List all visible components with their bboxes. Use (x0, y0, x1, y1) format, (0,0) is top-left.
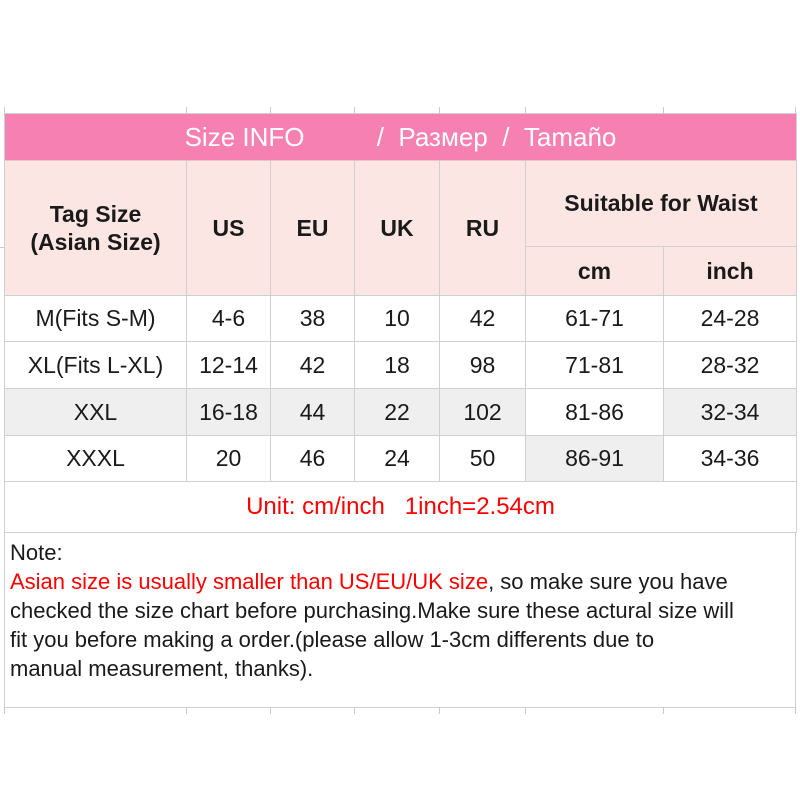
header-cm: cm (525, 246, 664, 296)
cell-tag: XXL (4, 388, 187, 436)
note-line-2: checked the size chart before purchasing… (10, 598, 734, 623)
note-label: Note: (10, 540, 63, 565)
gridline-stub (354, 107, 355, 113)
gridline-stub (663, 708, 664, 714)
cell-cm: 81-86 (525, 388, 664, 436)
gridline-stub (186, 107, 187, 113)
cell-eu: 46 (270, 435, 355, 482)
note-red-text: Asian size is usually smaller than US/EU… (10, 569, 489, 594)
cell-ru: 102 (439, 388, 526, 436)
gridline-stub (4, 708, 5, 714)
gridline-stub (795, 107, 796, 113)
unit-note: Unit: cm/inch 1inch=2.54cm (4, 481, 797, 533)
cell-eu: 38 (270, 295, 355, 342)
top-gridline-stubs (4, 107, 796, 113)
header-tag-size: Tag Size (Asian Size) (4, 160, 187, 296)
cell-inch: 28-32 (663, 341, 797, 389)
cell-uk: 22 (354, 388, 440, 436)
header-row-top: Tag Size (Asian Size) US EU UK RU Suitab… (4, 160, 797, 296)
cell-cm: 61-71 (525, 295, 664, 342)
title-band: Size INFO / Размер / Tamaño (4, 113, 797, 161)
gridline-stub (186, 708, 187, 714)
gridline-stub (663, 107, 664, 113)
note-black-text: , so make sure you have (488, 569, 728, 594)
gridline-stub (354, 708, 355, 714)
header-inch: inch (663, 246, 797, 296)
cell-tag: XL(Fits L-XL) (4, 341, 187, 389)
table-row-xxl: XXL 16-18 44 22 102 81-86 32-34 (4, 388, 797, 436)
cell-cm: 86-91 (525, 435, 664, 482)
cell-eu: 44 (270, 388, 355, 436)
header-tag-size-line1: Tag Size (49, 201, 142, 227)
header-tag-size-line2: (Asian Size) (30, 229, 161, 255)
unit-row: Unit: cm/inch 1inch=2.54cm (4, 481, 797, 533)
cell-eu: 42 (270, 341, 355, 389)
cell-uk: 18 (354, 341, 440, 389)
bottom-gridline-stubs (4, 708, 796, 714)
cell-ru: 42 (439, 295, 526, 342)
note-line-4: manual measurement, thanks). (10, 656, 314, 681)
cell-us: 20 (186, 435, 271, 482)
table-row-xxxl: XXXL 20 46 24 50 86-91 34-36 (4, 435, 797, 482)
gridline-stub (439, 708, 440, 714)
cell-tag: XXXL (4, 435, 187, 482)
gridline-stub (4, 107, 5, 113)
header-suitable-for-waist: Suitable for Waist (525, 160, 797, 247)
table-row-xl: XL(Fits L-XL) 12-14 42 18 98 71-81 28-32 (4, 341, 797, 389)
cell-us: 16-18 (186, 388, 271, 436)
cell-inch: 34-36 (663, 435, 797, 482)
note-area: Note: Asian size is usually smaller than… (4, 533, 796, 708)
gridline-stub (525, 708, 526, 714)
note-line-1: Asian size is usually smaller than US/EU… (10, 567, 789, 596)
cell-us: 4-6 (186, 295, 271, 342)
cell-ru: 50 (439, 435, 526, 482)
gridline-stub (439, 107, 440, 113)
gridline-stub (270, 708, 271, 714)
cell-us: 12-14 (186, 341, 271, 389)
cell-ru: 98 (439, 341, 526, 389)
cell-inch: 32-34 (663, 388, 797, 436)
header-eu: EU (270, 160, 355, 296)
cell-tag: M(Fits S-M) (4, 295, 187, 342)
cell-uk: 24 (354, 435, 440, 482)
cell-uk: 10 (354, 295, 440, 342)
header-us: US (186, 160, 271, 296)
size-table-title: Size INFO / Размер / Tamaño (4, 113, 797, 161)
cell-inch: 24-28 (663, 295, 797, 342)
size-table: Size INFO / Размер / Tamaño Tag Size (As… (4, 113, 797, 533)
left-gridline-stub (0, 247, 4, 248)
header-ru: RU (439, 160, 526, 296)
note-line-3: fit you before making a order.(please al… (10, 627, 655, 652)
table-row-m: M(Fits S-M) 4-6 38 10 42 61-71 24-28 (4, 295, 797, 342)
cell-cm: 71-81 (525, 341, 664, 389)
gridline-stub (795, 708, 796, 714)
header-uk: UK (354, 160, 440, 296)
gridline-stub (270, 107, 271, 113)
gridline-stub (525, 107, 526, 113)
header-row-bottom: cm inch (5, 246, 797, 296)
